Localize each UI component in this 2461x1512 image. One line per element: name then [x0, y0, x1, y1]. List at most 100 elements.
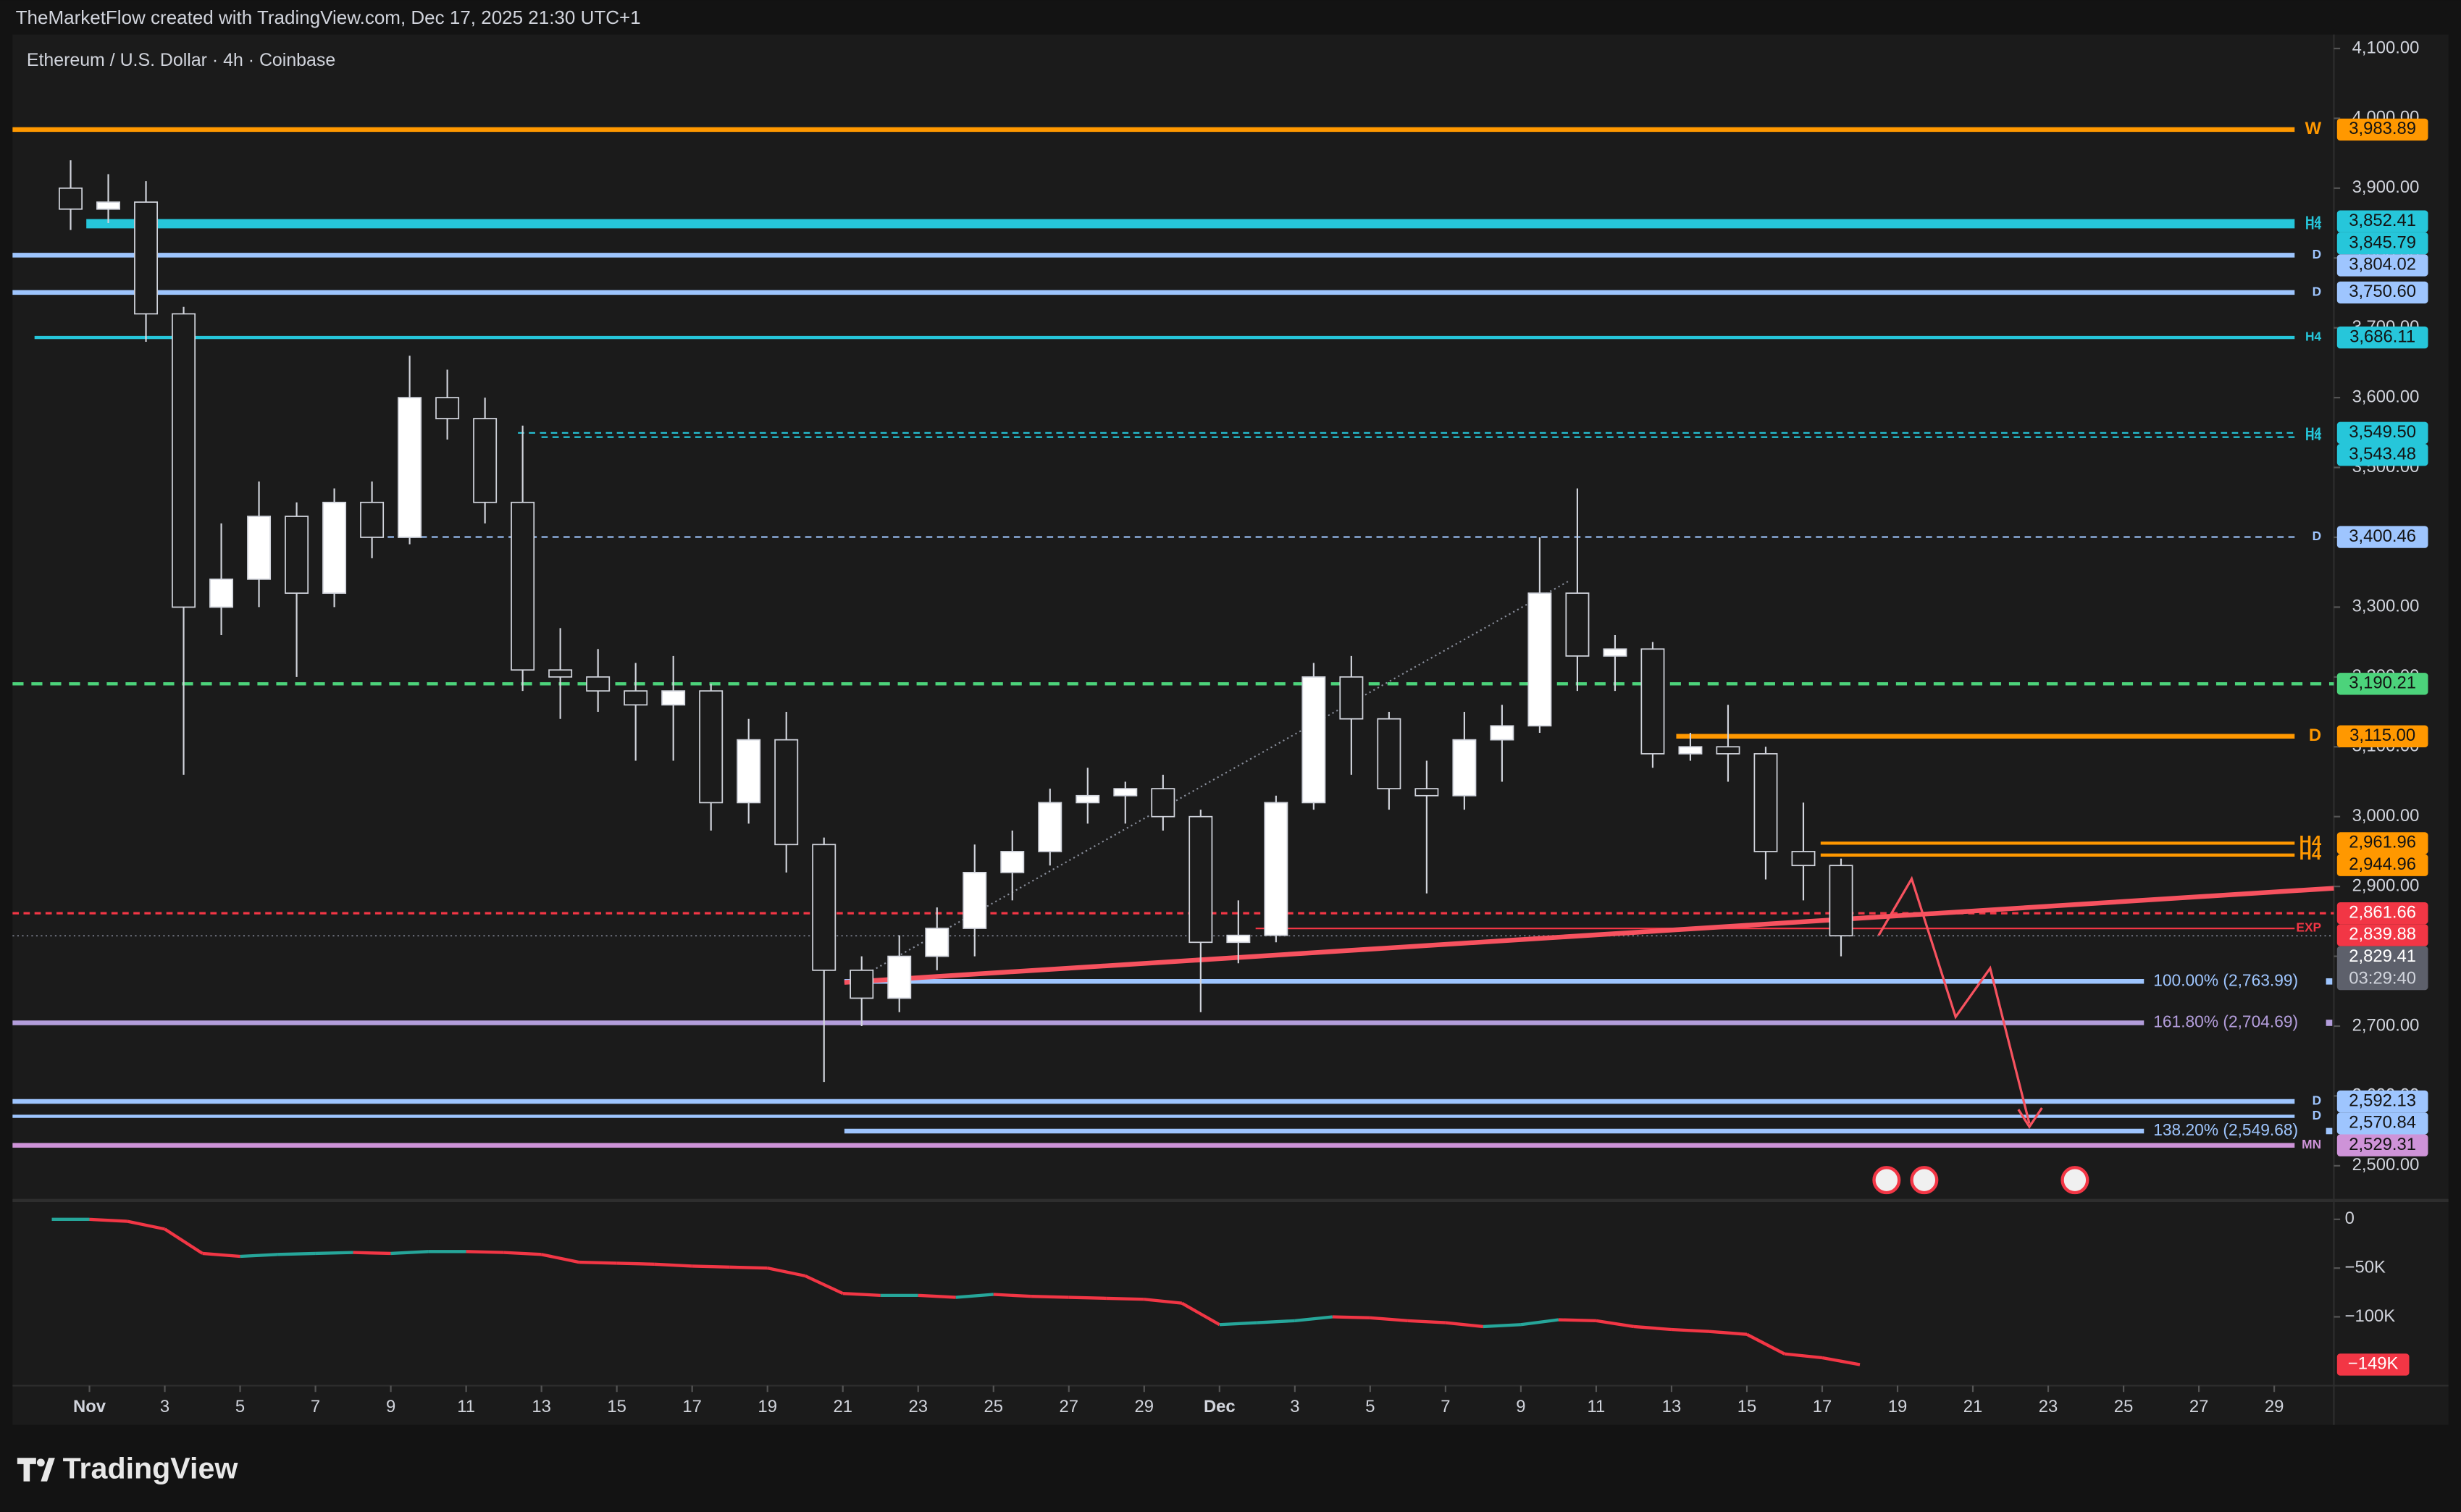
trend-dotted: [867, 579, 1570, 974]
delta-segment: [1821, 1356, 1861, 1366]
candle-body: [661, 690, 686, 706]
delta-segment: [804, 1274, 844, 1295]
delta-segment: [1671, 1327, 1710, 1333]
line-tag: H4: [2305, 429, 2322, 443]
x-tick-label: 11: [1588, 1397, 1606, 1416]
delta-segment: [1219, 1321, 1257, 1327]
event-flags: [1872, 1166, 2089, 1195]
x-tick-label: 27: [1060, 1397, 1079, 1416]
candle-body: [1226, 934, 1251, 944]
attribution: TheMarketFlow created with TradingView.c…: [16, 7, 641, 28]
delta-segment: [1558, 1318, 1596, 1323]
price-label: 2,592.13: [2349, 1091, 2416, 1110]
line-tag: W: [2305, 119, 2322, 138]
price-label: 3,750.60: [2349, 282, 2416, 301]
price-label-box: [2336, 421, 2428, 444]
price-label: 3,852.41: [2349, 211, 2416, 230]
fib-label: 100.00% (2,763.99): [2153, 970, 2298, 989]
price-label-box: [2336, 326, 2428, 349]
candle-body: [624, 690, 648, 706]
chart-frame: [12, 34, 2449, 1425]
candle-body: [963, 871, 987, 929]
candle-body: [812, 844, 837, 971]
x-tick-label: 23: [2039, 1397, 2058, 1416]
delta-segment: [767, 1267, 806, 1278]
brand-name: TradingView: [63, 1451, 239, 1484]
x-tick-label: 25: [2114, 1397, 2134, 1416]
price-label: 2,829.41: [2349, 946, 2416, 966]
candle-body: [322, 501, 347, 594]
delta-segment: [993, 1293, 1031, 1298]
trendline: [844, 886, 2334, 985]
fib-label: 138.20% (2,549.68): [2153, 1120, 2298, 1139]
x-tick-label: 17: [682, 1397, 702, 1416]
candle-body: [1377, 718, 1401, 790]
price-label: 3,543.48: [2349, 444, 2416, 463]
candle-body: [1452, 739, 1477, 797]
fib-marker: [2326, 978, 2333, 985]
candle-body: [360, 501, 385, 538]
price-label: 3,804.02: [2349, 255, 2416, 274]
delta-segment: [1633, 1324, 1672, 1332]
candle-body: [96, 201, 120, 210]
x-tick-label: 23: [908, 1397, 928, 1416]
delta-segment: [1144, 1298, 1183, 1305]
candle-body: [774, 739, 799, 846]
price-label: 2,839.88: [2349, 925, 2416, 944]
event-flag: [2060, 1166, 2089, 1195]
x-tick-label: Dec: [1204, 1397, 1236, 1416]
candle-body: [511, 501, 535, 671]
delta-segment: [466, 1250, 504, 1254]
price-label-box: [2336, 118, 2428, 141]
price-label-box: [2336, 443, 2428, 466]
delta-segment: [1106, 1296, 1144, 1301]
delta-segment: [1332, 1315, 1370, 1319]
price-label-box: [2336, 210, 2428, 232]
x-tick-label: 3: [160, 1397, 169, 1416]
price-label: 3,983.89: [2349, 119, 2416, 138]
x-tick-label: 19: [1888, 1397, 1908, 1416]
x-tick-label: 9: [386, 1397, 395, 1416]
delta-segment: [202, 1251, 240, 1259]
delta-segment: [1370, 1316, 1409, 1323]
delta-segment: [1257, 1319, 1295, 1324]
y-tick-label: 3,900.00: [2352, 177, 2420, 197]
delta-segment: [390, 1250, 429, 1256]
line-tag: H4: [2305, 329, 2322, 344]
candle-body: [398, 397, 422, 538]
x-tick-label: 15: [607, 1397, 626, 1416]
x-tick-label: 21: [833, 1397, 852, 1416]
line-tag: D: [2313, 529, 2322, 543]
candle-body: [850, 969, 874, 999]
candle-body: [1188, 815, 1213, 944]
delta-last-label: −149K: [2348, 1354, 2399, 1374]
delta-segment: [1596, 1319, 1635, 1329]
price-label: 2,944.96: [2349, 854, 2416, 874]
candle-body: [1603, 648, 1627, 657]
y2-tick-label: −100K: [2345, 1306, 2396, 1326]
price-label: 3,686.11: [2349, 327, 2415, 346]
delta-segment: [654, 1262, 692, 1268]
x-tick-label: 19: [758, 1397, 777, 1416]
price-label: 3,190.21: [2349, 673, 2416, 693]
delta-segment: [240, 1253, 278, 1259]
candles-layer: [51, 160, 1861, 1366]
candle-body: [1565, 592, 1590, 657]
price-label-box: [2336, 854, 2428, 876]
price-label: 2,529.31: [2349, 1135, 2416, 1154]
candle-body: [1151, 788, 1175, 818]
line-tag: H4: [2305, 213, 2322, 227]
line-tag: EXP: [2296, 920, 2321, 935]
x-tick-label: 5: [235, 1397, 245, 1416]
delta-segment: [616, 1261, 655, 1266]
x-tick-label: 13: [1662, 1397, 1682, 1416]
drawings: [844, 579, 2334, 1129]
x-tick-label: 15: [1737, 1397, 1757, 1416]
brand-mark: [17, 1458, 55, 1482]
x-tick-label: 27: [2189, 1397, 2209, 1416]
candle-body: [247, 516, 272, 580]
x-tick-label: 21: [1963, 1397, 1983, 1416]
y-tick-label: 2,900.00: [2352, 875, 2420, 895]
price-label: 3,400.46: [2349, 526, 2416, 546]
